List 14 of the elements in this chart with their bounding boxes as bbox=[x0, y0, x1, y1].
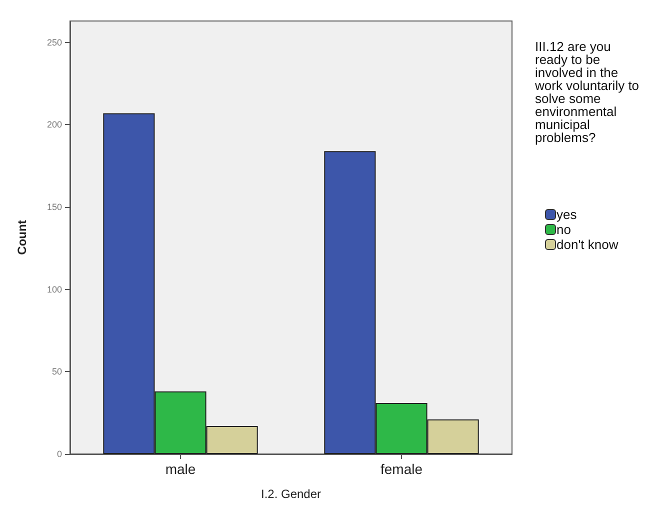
legend-title: III.12 are you ready to be involved in the work voluntarily to solve some environmental municipal problems? bbox=[534, 39, 643, 145]
y-axis-title: Count bbox=[15, 220, 29, 255]
x-axis-title: I.2. Gender bbox=[260, 487, 322, 501]
y-tick-label: 200 bbox=[46, 120, 62, 130]
y-tick-label: 150 bbox=[46, 202, 62, 212]
legend-label: don't know bbox=[556, 237, 619, 252]
legend-label: no bbox=[556, 222, 571, 237]
legend-label: yes bbox=[556, 207, 578, 222]
y-tick-label: 250 bbox=[46, 37, 62, 48]
y-tick-label: 100 bbox=[46, 284, 62, 294]
x-tick-label: female bbox=[380, 461, 423, 477]
y-tick-label: 50 bbox=[52, 366, 62, 377]
y-tick-label: 0 bbox=[56, 449, 62, 459]
x-tick-label: male bbox=[165, 461, 196, 477]
